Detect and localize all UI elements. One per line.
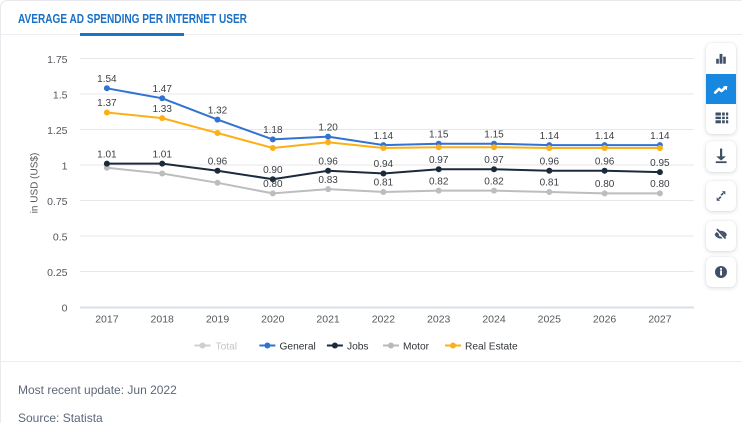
svg-text:1.33: 1.33 (152, 104, 172, 115)
svg-text:2023: 2023 (427, 314, 451, 326)
svg-text:0.82: 0.82 (429, 176, 449, 187)
svg-text:0.25: 0.25 (47, 267, 68, 279)
svg-text:2018: 2018 (151, 314, 175, 326)
svg-text:1.75: 1.75 (47, 54, 68, 66)
svg-text:0.96: 0.96 (595, 156, 615, 167)
svg-text:0.81: 0.81 (374, 178, 394, 189)
svg-text:0.97: 0.97 (484, 155, 504, 166)
svg-text:1: 1 (62, 161, 68, 173)
svg-text:0.80: 0.80 (595, 179, 615, 190)
svg-text:Jobs: Jobs (347, 342, 369, 353)
svg-text:0.90: 0.90 (263, 165, 283, 176)
svg-text:2021: 2021 (316, 314, 340, 326)
svg-text:2024: 2024 (482, 314, 506, 326)
svg-text:2022: 2022 (372, 314, 396, 326)
svg-text:1.14: 1.14 (650, 131, 670, 142)
svg-text:Real Estate: Real Estate (465, 342, 518, 353)
svg-text:General: General (280, 342, 316, 353)
svg-text:1.5: 1.5 (53, 90, 68, 102)
svg-text:1.01: 1.01 (97, 149, 117, 160)
svg-text:1.14: 1.14 (374, 131, 394, 142)
svg-text:2020: 2020 (261, 314, 285, 326)
svg-text:0.94: 0.94 (374, 159, 394, 170)
svg-text:1.14: 1.14 (540, 131, 560, 142)
svg-text:1.25: 1.25 (47, 125, 68, 137)
svg-text:0.83: 0.83 (318, 175, 338, 186)
svg-text:2026: 2026 (593, 314, 617, 326)
svg-text:1.47: 1.47 (152, 84, 172, 95)
svg-text:0.95: 0.95 (650, 158, 670, 169)
svg-text:0.80: 0.80 (650, 179, 670, 190)
svg-text:1.15: 1.15 (429, 129, 449, 140)
svg-text:2027: 2027 (648, 314, 672, 326)
svg-text:1.54: 1.54 (97, 74, 117, 85)
svg-text:0.96: 0.96 (540, 156, 560, 167)
svg-text:0.97: 0.97 (429, 155, 449, 166)
svg-text:0.75: 0.75 (47, 196, 68, 208)
svg-text:0.96: 0.96 (208, 156, 228, 167)
svg-text:1.15: 1.15 (484, 129, 504, 140)
svg-text:2017: 2017 (95, 314, 119, 326)
svg-text:0.82: 0.82 (484, 176, 504, 187)
svg-text:1.14: 1.14 (595, 131, 615, 142)
svg-text:0: 0 (62, 303, 68, 315)
svg-text:0.81: 0.81 (540, 178, 560, 189)
svg-text:1.37: 1.37 (97, 98, 117, 109)
svg-text:0.96: 0.96 (318, 156, 338, 167)
svg-text:2025: 2025 (538, 314, 562, 326)
svg-text:Total: Total (216, 342, 238, 353)
svg-text:0.5: 0.5 (53, 232, 68, 244)
svg-text:1.18: 1.18 (263, 125, 283, 136)
svg-text:in USD (US$): in USD (US$) (30, 153, 41, 214)
svg-text:1.01: 1.01 (152, 149, 172, 160)
svg-text:0.80: 0.80 (263, 179, 283, 190)
svg-text:Motor: Motor (403, 342, 430, 353)
svg-text:2019: 2019 (206, 314, 230, 326)
svg-text:1.20: 1.20 (318, 122, 338, 133)
svg-text:1.32: 1.32 (208, 105, 228, 116)
